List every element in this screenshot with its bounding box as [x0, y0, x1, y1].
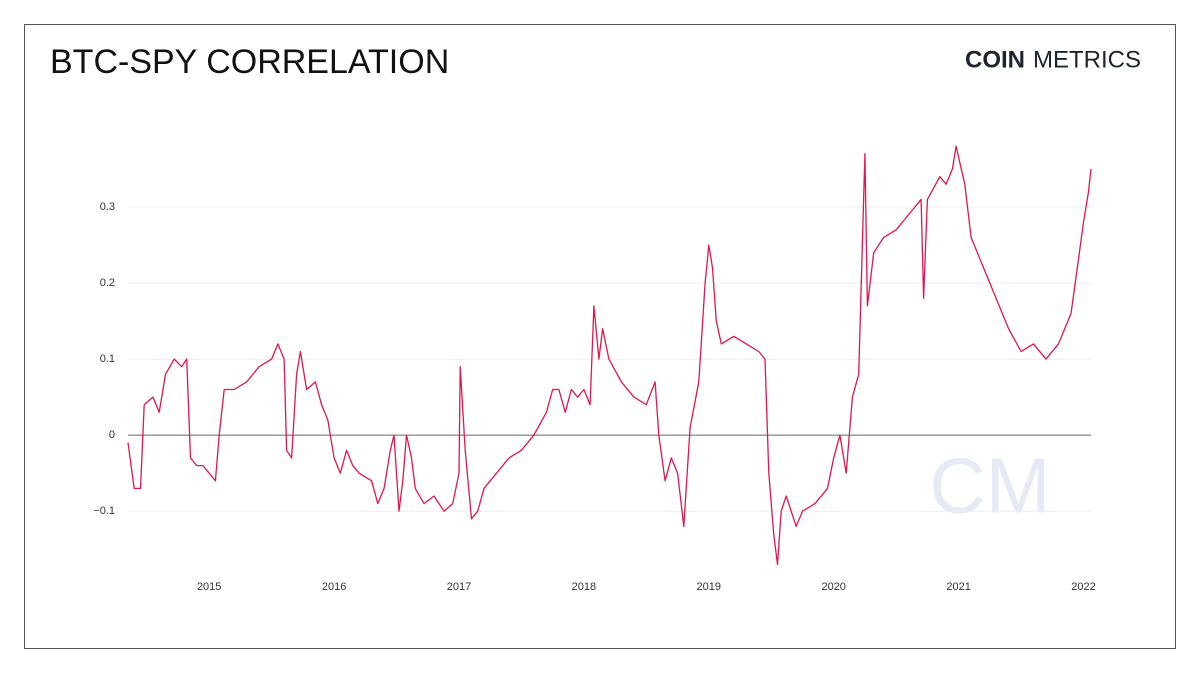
x-tick-label: 2015	[197, 581, 221, 593]
x-tick-label: 2020	[821, 581, 845, 593]
x-tick-label: 2022	[1071, 581, 1095, 593]
logo-light: METRICS	[1033, 46, 1141, 73]
chart-title: BTC-SPY CORRELATION	[50, 43, 449, 81]
y-tick-label: −0.1	[93, 505, 115, 517]
x-tick-label: 2016	[322, 581, 346, 593]
y-tick-label: 0	[109, 429, 115, 441]
y-tick-label: 0.2	[100, 277, 115, 289]
logo-bold: COIN	[965, 46, 1025, 73]
x-tick-label: 2019	[697, 581, 721, 593]
x-tick-label: 2017	[447, 581, 471, 593]
line-series	[127, 145, 1092, 566]
x-tick-label: 2021	[946, 581, 970, 593]
x-tick-label: 2018	[572, 581, 596, 593]
frame	[24, 24, 1176, 649]
y-tick-label: 0.3	[100, 201, 115, 213]
watermark: CM	[929, 442, 1050, 530]
y-tick-label: 0.1	[100, 353, 115, 365]
